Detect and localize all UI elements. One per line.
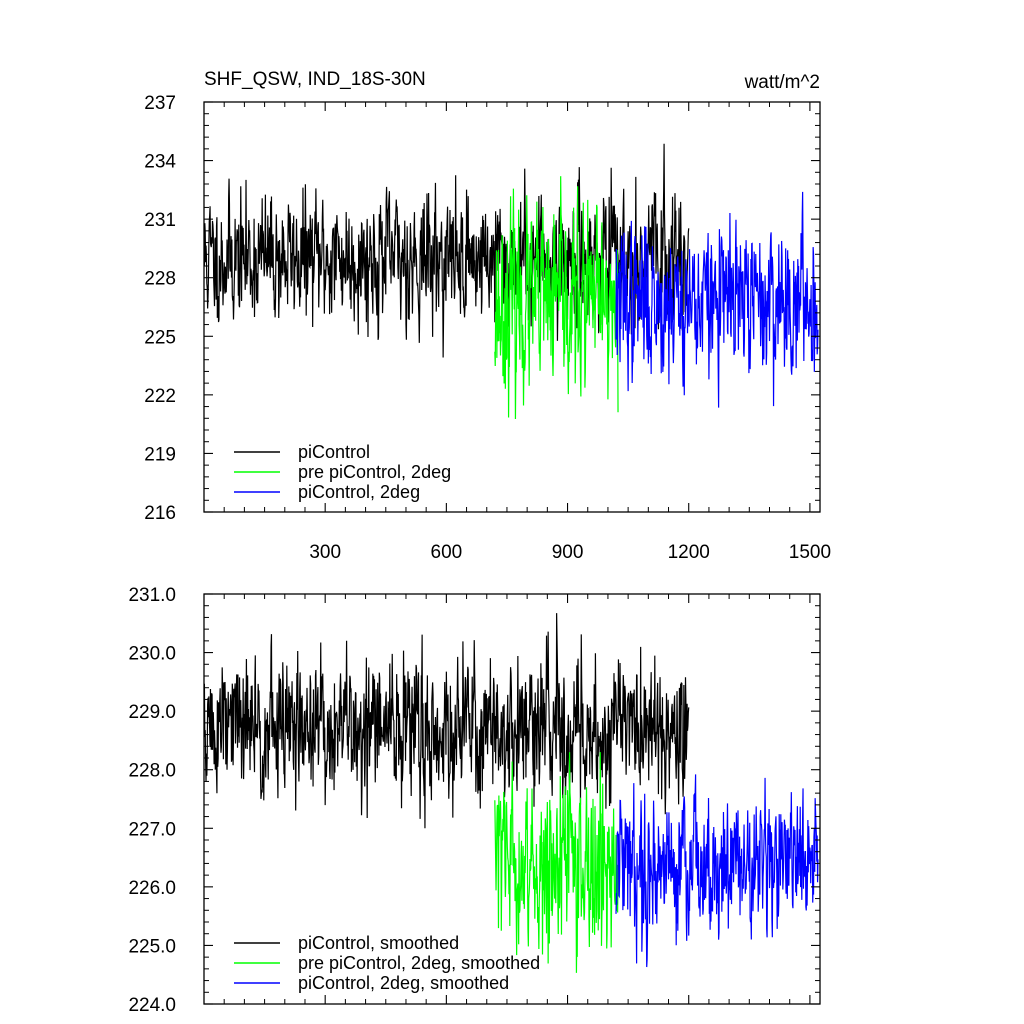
bottom-panel: 224.0 225.0 226.0 227.0 228.0 229.0 230.0 231.0…	[128, 585, 821, 1016]
top-ytick-label-5: 231	[144, 210, 176, 231]
top-ytick-label-7: 237	[144, 93, 176, 114]
top-series-2	[615, 191, 819, 408]
top-legend-label-1: pre piControl, 2deg	[298, 462, 451, 482]
bottom-ytick-label-4: 228.0	[128, 761, 176, 782]
bottom-series-1	[494, 752, 619, 973]
bottom-ytick-label-5: 229.0	[128, 702, 176, 723]
top-chart-units: watt/m^2	[744, 72, 820, 93]
top-series-layer	[203, 143, 819, 419]
top-xtick-label-2: 900	[552, 542, 584, 563]
top-ytick-label-2: 222	[144, 386, 176, 407]
bottom-series-layer	[203, 613, 819, 973]
bottom-ytick-label-1: 225.0	[128, 936, 176, 957]
top-xtick-label-3: 1200	[668, 542, 710, 563]
bottom-legend-label-2: piControl, 2deg, smoothed	[298, 973, 509, 993]
bottom-ytick-label-2: 226.0	[128, 878, 176, 899]
top-ytick-label-0: 216	[144, 503, 176, 524]
top-xtick-label-0: 300	[309, 542, 341, 563]
bottom-legend-label-0: piControl, smoothed	[298, 933, 459, 953]
top-legend-label-2: piControl, 2deg	[298, 482, 420, 502]
bottom-axis-labels: 224.0 225.0 226.0 227.0 228.0 229.0 230.0 231.0	[128, 585, 176, 1016]
top-ytick-label-3: 225	[144, 327, 176, 348]
bottom-ytick-label-3: 227.0	[128, 819, 176, 840]
bottom-ytick-label-0: 224.0	[128, 995, 176, 1016]
bottom-series-2	[615, 774, 819, 968]
top-ytick-label-6: 234	[144, 152, 176, 173]
bottom-ytick-label-6: 230.0	[128, 644, 176, 665]
top-xtick-label-1: 600	[431, 542, 463, 563]
top-chart-title: SHF_QSW, IND_18S-30N	[204, 69, 426, 90]
bottom-legend-label-1: pre piControl, 2deg, smoothed	[298, 953, 540, 973]
top-series-1	[494, 176, 619, 419]
top-plot-frame	[203, 101, 821, 513]
bottom-series-0	[203, 613, 690, 829]
bottom-plot-frame	[203, 593, 821, 1005]
top-xtick-label-4: 1500	[789, 542, 831, 563]
bottom-legend: piControl, smoothed pre piControl, 2deg,…	[234, 933, 540, 993]
top-ytick-label-4: 228	[144, 269, 176, 290]
top-legend: piControl pre piControl, 2deg piControl,…	[234, 442, 451, 502]
top-axis-labels: 216 219 222 225 228 231 234 237 300 600 900 1200 150…	[144, 93, 831, 563]
top-axis-ticks	[204, 101, 820, 513]
bottom-ytick-label-7: 231.0	[128, 585, 176, 606]
top-panel: SHF_QSW, IND_18S-30N watt/m^2 2162192222…	[144, 69, 831, 563]
top-series-0	[203, 143, 690, 358]
top-legend-label-0: piControl	[298, 442, 370, 462]
top-ytick-label-1: 219	[144, 444, 176, 465]
